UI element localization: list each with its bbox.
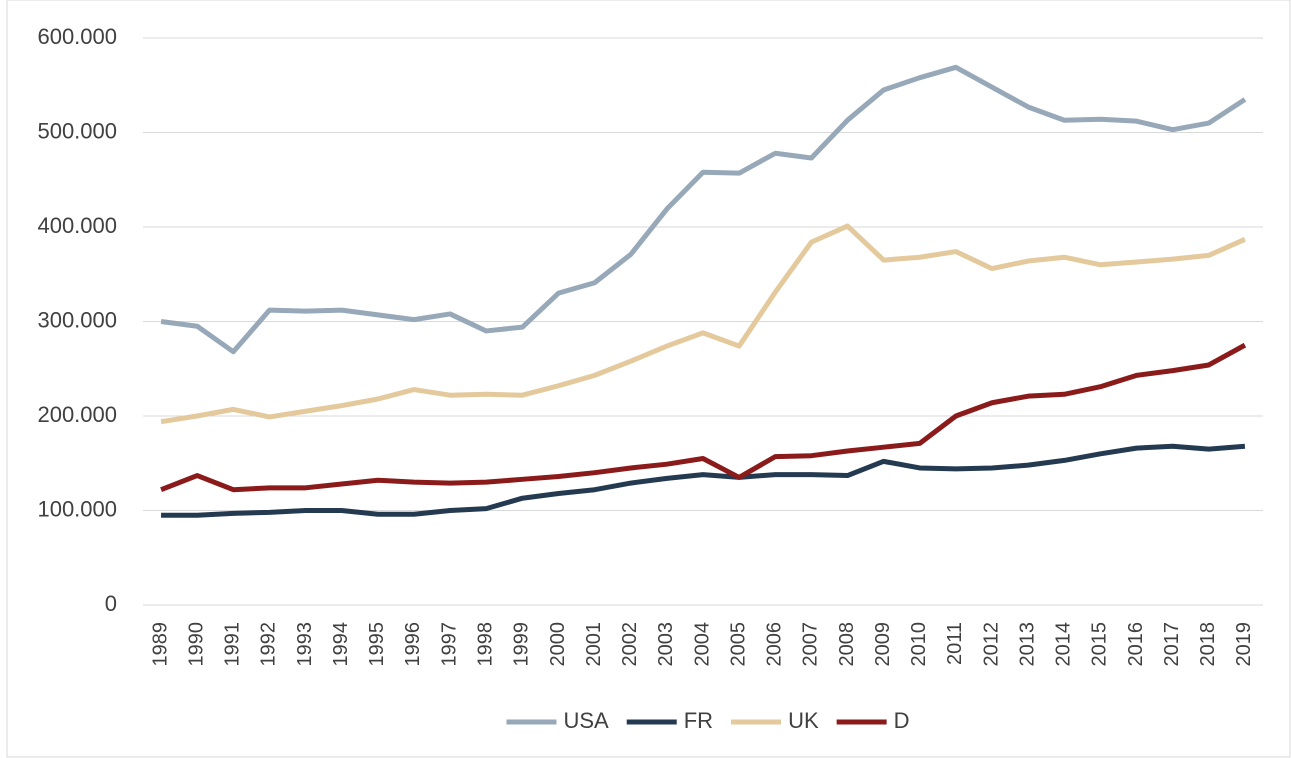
x-tick-label: 2000 bbox=[547, 622, 569, 667]
series-line bbox=[160, 64, 1247, 355]
x-tick-label: 2005 bbox=[727, 622, 749, 667]
x-tick-label: 1990 bbox=[185, 622, 207, 667]
y-tick-label: 0 bbox=[105, 591, 117, 616]
y-tick-label: 100.000 bbox=[37, 496, 117, 521]
x-tick-label: 1997 bbox=[438, 622, 460, 667]
legend-label: USA bbox=[563, 708, 609, 733]
x-tick-label: 2008 bbox=[836, 622, 858, 667]
x-tick-label: 2011 bbox=[944, 622, 966, 665]
series-line bbox=[160, 342, 1247, 493]
x-tick-label: 2018 bbox=[1197, 622, 1219, 667]
x-tick-label: 2012 bbox=[980, 622, 1002, 667]
y-tick-label: 400.000 bbox=[37, 213, 117, 238]
x-tick-label: 2014 bbox=[1053, 622, 1075, 667]
x-tick-label: 2004 bbox=[691, 622, 713, 667]
x-tick-label: 1995 bbox=[366, 622, 388, 667]
x-tick-label: 1991 bbox=[222, 622, 244, 667]
x-tick-label: 2002 bbox=[619, 622, 641, 667]
x-tick-label: 2007 bbox=[800, 622, 822, 667]
y-tick-label: 600.000 bbox=[37, 24, 117, 49]
x-tick-label: 1994 bbox=[330, 622, 352, 667]
y-tick-label: 300.000 bbox=[37, 307, 117, 332]
y-tick-label: 500.000 bbox=[37, 118, 117, 143]
chart-frame bbox=[6, 0, 1291, 758]
x-tick-label: 1996 bbox=[402, 622, 424, 667]
y-tick-label: 200.000 bbox=[37, 402, 117, 427]
x-tick-label: 2006 bbox=[764, 622, 786, 667]
series-line bbox=[160, 223, 1246, 425]
series-line bbox=[161, 443, 1246, 518]
legend-label: FR bbox=[684, 708, 713, 733]
x-tick-label: 1989 bbox=[149, 622, 171, 667]
legend-label: UK bbox=[788, 708, 819, 733]
x-tick-label: 1992 bbox=[258, 622, 280, 667]
x-tick-label: 1998 bbox=[475, 622, 497, 667]
x-tick-label: 2003 bbox=[655, 622, 677, 667]
x-tick-label: 1999 bbox=[511, 622, 533, 667]
x-tick-label: 2015 bbox=[1089, 622, 1111, 667]
x-tick-label: 2019 bbox=[1233, 622, 1255, 667]
x-tick-label: 2013 bbox=[1016, 622, 1038, 667]
x-tick-label: 2010 bbox=[908, 622, 930, 667]
x-tick-label: 2016 bbox=[1125, 622, 1147, 667]
x-tick-label: 2009 bbox=[872, 622, 894, 667]
x-tick-label: 2017 bbox=[1161, 622, 1183, 667]
legend-label: D bbox=[894, 708, 910, 733]
x-tick-label: 1993 bbox=[294, 622, 316, 667]
x-tick-label: 2001 bbox=[583, 622, 605, 667]
